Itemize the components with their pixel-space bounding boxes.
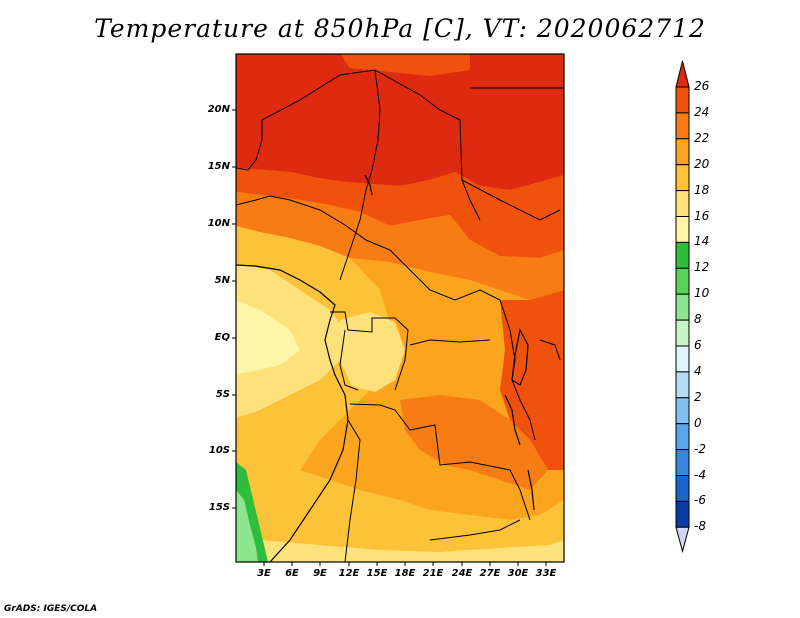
field-yellow-south: [236, 470, 564, 562]
colorbar-label: 4: [694, 363, 702, 378]
colorbar-label: -6: [694, 493, 706, 508]
colorbar-box: [675, 449, 690, 477]
lat-label: 5S: [215, 389, 230, 400]
lake-tanganyika: [504, 394, 521, 446]
colorbar-label: -8: [694, 519, 706, 534]
lon-label: 27E: [479, 568, 501, 579]
colorbar-box: [675, 86, 690, 114]
colorbar-label: 26: [694, 79, 710, 93]
lat-label: 10S: [208, 445, 230, 456]
lat-label: 15S: [208, 502, 230, 513]
colorbar: [675, 60, 690, 554]
colorbar-box: [675, 216, 690, 243]
colorbar-label: 6: [694, 338, 702, 352]
colorbar-label: 0: [694, 415, 702, 430]
colorbar-label: 16: [694, 208, 710, 223]
colorbar-box: [675, 319, 690, 347]
field-east-warm: [500, 290, 564, 470]
colorbar-box: [675, 423, 690, 451]
lat-label: 5N: [214, 275, 230, 286]
colorbar-label: 12: [694, 260, 710, 275]
colorbar-box: [675, 371, 690, 399]
lon-label: 18E: [394, 568, 416, 579]
colorbar-label: 22: [694, 130, 710, 145]
lon-label: 3E: [257, 568, 271, 579]
field-orange-band: [236, 192, 564, 300]
colorbar-box: [675, 267, 690, 295]
colorbar-label: 2: [694, 389, 702, 404]
field-south-orange: [400, 395, 548, 490]
colorbar-box: [675, 475, 690, 502]
axis-ticks: [232, 109, 547, 566]
credit-text: GrADS: IGES/COLA: [4, 604, 98, 614]
colorbar-box: [675, 112, 690, 140]
lat-label: EQ: [214, 332, 230, 343]
colorbar-box: [675, 138, 690, 166]
lake-chad: [364, 174, 373, 196]
country-borders: [236, 69, 564, 562]
colorbar-bottom-arrow: [675, 526, 690, 554]
colorbar-label: 8: [694, 312, 702, 327]
lon-label: 30E: [507, 568, 529, 579]
lon-label: 9E: [313, 568, 327, 579]
colorbar-top-arrow: [675, 60, 690, 88]
lon-label: 24E: [451, 568, 473, 579]
field-hot-north: [236, 54, 564, 190]
field-paleyellow-south: [236, 540, 564, 562]
colorbar-label: 24: [694, 104, 710, 119]
lat-label: 10N: [207, 218, 230, 229]
lon-label: 12E: [338, 568, 360, 579]
lon-label: 6E: [285, 568, 299, 579]
colorbar-box: [675, 345, 690, 373]
colorbar-label: 20: [694, 156, 710, 171]
colorbar-label: -4: [694, 467, 706, 482]
lon-label: 15E: [366, 568, 388, 579]
temperature-field: [236, 54, 564, 562]
colorbar-box: [675, 500, 690, 528]
map-frame: [235, 53, 565, 563]
colorbar-box: [675, 190, 690, 218]
colorbar-label: 18: [694, 182, 710, 197]
coastlines: [236, 174, 535, 562]
lon-label: 21E: [422, 568, 444, 579]
lat-label: 20N: [207, 104, 230, 115]
colorbar-label: 10: [694, 286, 710, 301]
field-warm-top-left: [340, 54, 470, 76]
chart-title: Temperature at 850hPa [C], VT: 202006271…: [94, 14, 706, 43]
colorbar-label: -2: [694, 441, 706, 456]
lon-label: 33E: [535, 568, 557, 579]
colorbar-box: [675, 397, 690, 425]
field-lightgreen-coast: [236, 490, 258, 562]
lat-label: 15N: [207, 161, 230, 172]
colorbar-box: [675, 293, 690, 321]
field-paleyellow-congo: [340, 312, 405, 392]
colorbar-label: 14: [694, 234, 710, 249]
colorbar-box: [675, 241, 690, 269]
colorbar-box: [675, 164, 690, 192]
field-cream-coast: [236, 300, 300, 374]
lake-malawi: [527, 469, 535, 511]
lake-victoria: [511, 328, 529, 386]
